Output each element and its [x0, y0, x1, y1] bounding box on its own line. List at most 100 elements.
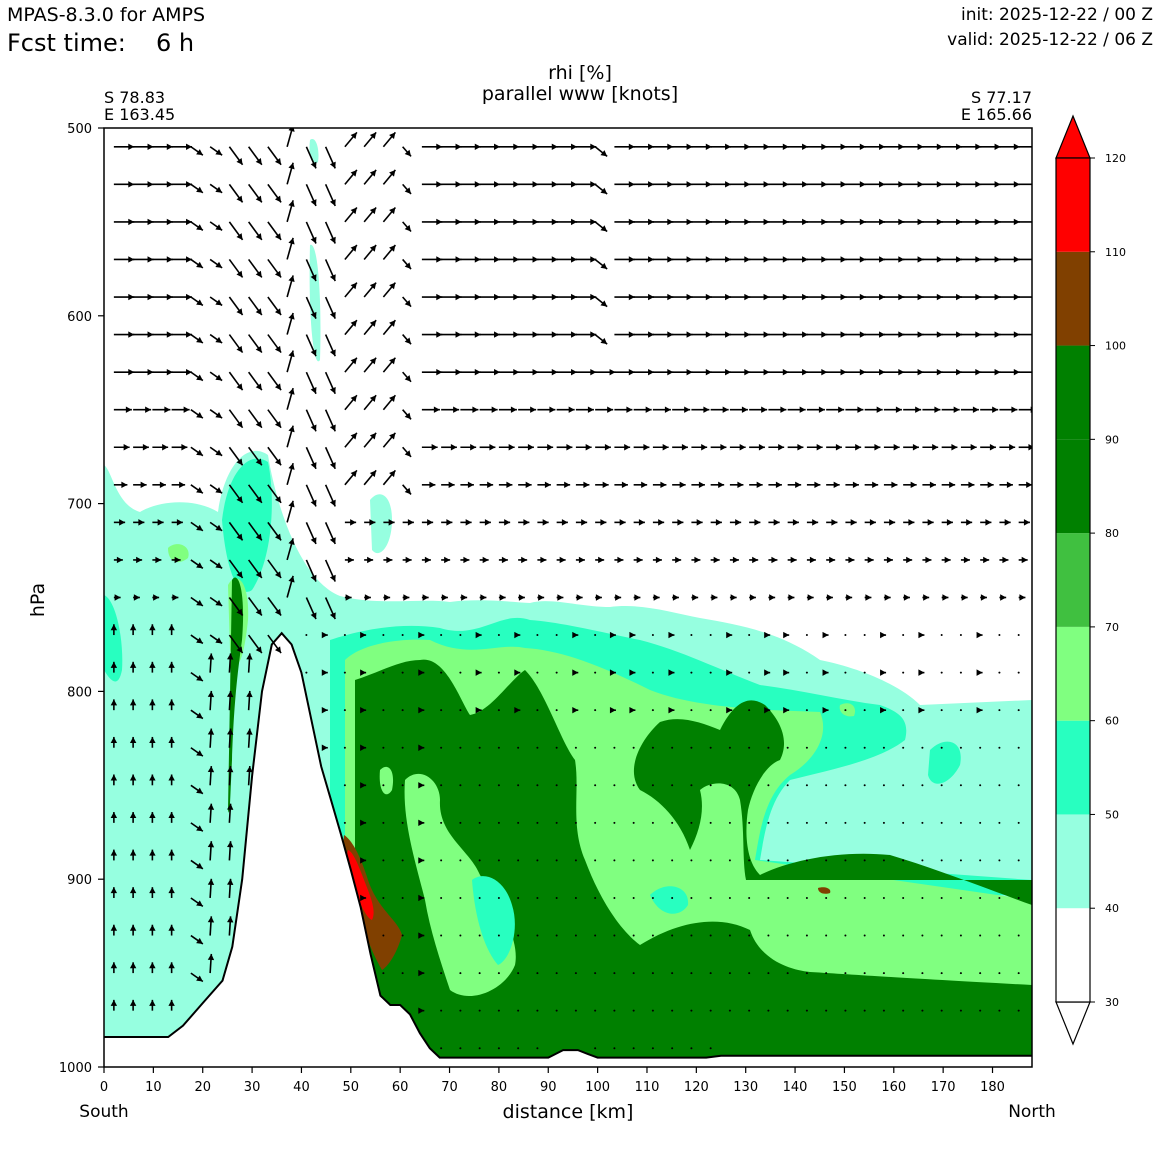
wind-vector — [133, 181, 154, 188]
wind-vector — [709, 972, 712, 975]
wind-vector — [1018, 406, 1032, 413]
wind-vector — [228, 597, 244, 616]
wind-vector — [729, 556, 739, 564]
wind-vector — [651, 746, 654, 749]
wind-vector — [575, 519, 588, 526]
wind-vector — [441, 368, 462, 376]
wind-vector — [864, 143, 886, 150]
wind-vector — [825, 972, 828, 975]
wind-vector — [749, 331, 770, 338]
wind-vector — [748, 934, 751, 937]
wind-vector — [441, 594, 448, 601]
wind-vector — [748, 972, 751, 975]
wind-vector — [826, 218, 847, 226]
wind-vector — [209, 221, 223, 231]
wind-vector — [805, 934, 808, 937]
wind-vector — [672, 256, 693, 263]
wind-vector — [402, 334, 412, 345]
wind-vector — [575, 143, 597, 150]
wind-vector — [498, 556, 508, 564]
wind-vector — [171, 293, 193, 301]
wind-vector — [133, 519, 145, 526]
wind-vector — [168, 924, 175, 936]
wind-vector — [940, 1009, 943, 1012]
wind-vector — [709, 821, 712, 824]
wind-vector — [632, 1047, 635, 1050]
wind-vector — [980, 181, 1001, 188]
wind-vector — [748, 784, 751, 787]
wind-vector — [672, 218, 693, 226]
wind-vector — [518, 218, 539, 226]
wind-vector — [903, 368, 924, 376]
wind-vector — [748, 1009, 751, 1012]
wind-vector — [826, 368, 847, 376]
wind-vector — [1017, 746, 1020, 749]
wind-vector — [690, 709, 693, 712]
wind-vector — [959, 934, 962, 937]
wind-vector — [572, 706, 579, 714]
wind-vector — [748, 709, 751, 712]
wind-vector — [190, 258, 204, 269]
wind-vector — [883, 444, 900, 451]
colorbar-tick-label: 120 — [1105, 152, 1126, 165]
wind-vector — [460, 481, 474, 489]
wind-vector — [845, 519, 857, 526]
wind-vector — [864, 594, 872, 601]
wind-vector — [382, 821, 385, 824]
wind-vector — [113, 218, 135, 226]
wind-vector — [613, 934, 616, 937]
wind-vector — [787, 181, 809, 188]
wind-vector — [728, 859, 731, 862]
wind-vector — [613, 1009, 616, 1012]
wind-vector — [267, 334, 282, 354]
wind-vector — [401, 972, 404, 975]
wind-vector — [1017, 972, 1020, 975]
wind-vector — [979, 896, 982, 899]
wind-vector — [382, 282, 397, 298]
x-tick-label: 40 — [293, 1080, 310, 1095]
wind-vector — [149, 924, 156, 936]
wind-vector — [478, 934, 481, 937]
wind-vector — [402, 594, 410, 601]
wind-vector — [190, 446, 204, 457]
wind-vector — [209, 521, 223, 532]
wind-vector — [460, 519, 472, 526]
wind-vector — [344, 357, 358, 373]
wind-vector — [1018, 183, 1032, 186]
wind-vector — [672, 331, 693, 338]
wind-vector — [190, 296, 204, 307]
wind-vector — [882, 821, 885, 824]
wind-vector — [613, 1047, 616, 1050]
x-tick-label: 20 — [194, 1080, 211, 1095]
wind-vector — [729, 519, 742, 526]
wind-vector — [595, 368, 616, 376]
wind-vector — [305, 371, 317, 395]
wind-vector — [883, 331, 905, 338]
wind-vector — [767, 896, 770, 899]
wind-vector — [652, 406, 671, 413]
wind-vector — [691, 293, 712, 301]
colorbar-segment — [1056, 533, 1090, 627]
wind-vector — [555, 784, 558, 787]
wind-vector — [594, 1009, 597, 1012]
wind-vector — [806, 256, 828, 263]
wind-vector — [324, 522, 336, 545]
wind-vector — [343, 709, 346, 712]
wind-vector — [459, 709, 462, 712]
wind-vector — [922, 594, 930, 601]
wind-vector — [343, 671, 346, 674]
wind-vector — [748, 896, 751, 899]
wind-vector — [826, 293, 847, 301]
start-lat: S 78.83 — [104, 88, 165, 107]
wind-vector — [959, 709, 962, 712]
wind-vector — [555, 671, 558, 674]
wind-vector — [418, 969, 425, 977]
wind-vector — [632, 1009, 635, 1012]
wind-vector — [152, 444, 169, 451]
wind-vector — [459, 972, 462, 975]
wind-vector — [556, 406, 575, 413]
wind-vector — [845, 406, 864, 413]
colorbar-extend-high — [1055, 114, 1091, 159]
wind-vector — [672, 143, 693, 150]
